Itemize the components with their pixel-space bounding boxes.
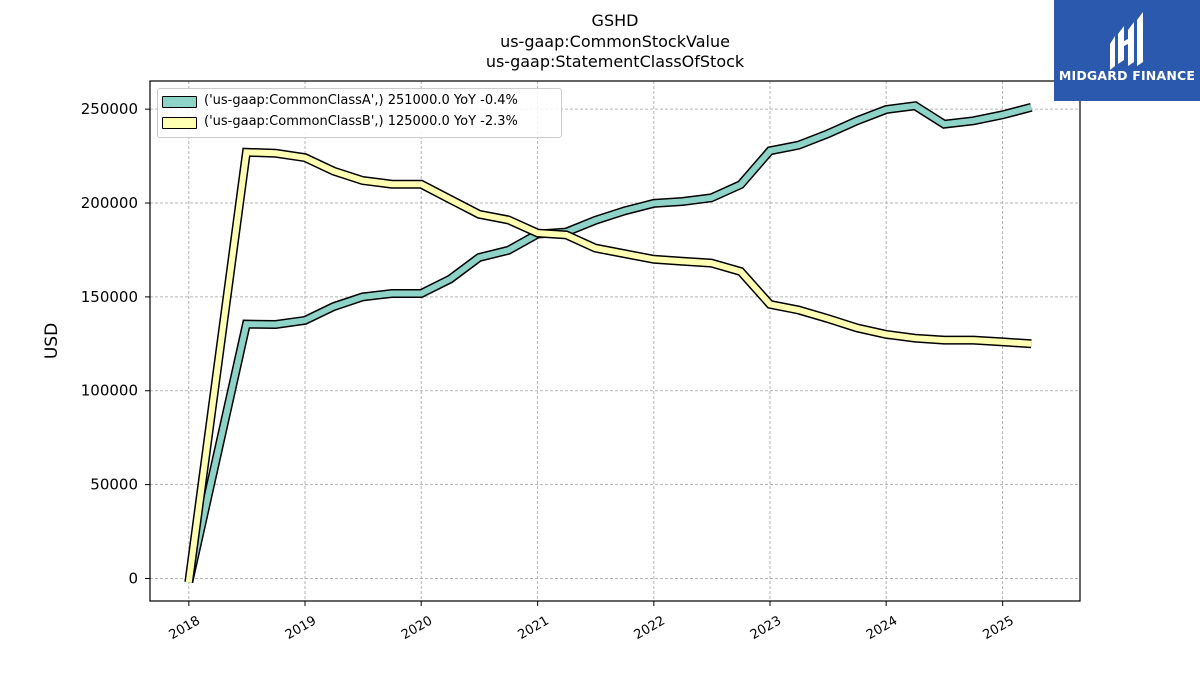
x-tick-label: 2021 — [515, 613, 551, 643]
series-layer — [184, 101, 1033, 584]
logo-mark-icon — [1110, 12, 1143, 70]
chart-title-line-2: us-gaap:CommonStockValue — [500, 32, 730, 51]
y-tick-label: 150000 — [81, 288, 138, 306]
chart-title-line-1: GSHD — [591, 11, 639, 30]
logo-text: MIDGARD FINANCE — [1058, 68, 1196, 83]
x-tick-label: 2023 — [748, 613, 784, 643]
x-tick-label: 2025 — [980, 613, 1016, 643]
y-tick-label: 100000 — [81, 382, 138, 400]
legend-item-class-a: ('us-gaap:CommonClassA',) 251000.0 YoY -… — [158, 92, 561, 112]
chart-legend: ('us-gaap:CommonClassA',) 251000.0 YoY -… — [157, 88, 562, 138]
legend-swatch-class-a — [162, 96, 197, 108]
x-tick-label: 2022 — [632, 613, 668, 643]
y-tick-label: 50000 — [90, 476, 138, 494]
series-line-0 — [185, 102, 1033, 583]
y-axis-ticks: 0 50000 100000 150000 200000 250000 — [81, 100, 150, 587]
series-outline-0 — [184, 101, 1033, 584]
x-tick-label: 2020 — [399, 613, 435, 643]
x-axis-ticks: 2018 2019 2020 2021 2022 2023 2024 2025 — [167, 601, 1017, 643]
y-tick-label: 0 — [128, 569, 138, 587]
y-tick-label: 200000 — [81, 194, 138, 212]
x-tick-label: 2019 — [283, 613, 319, 643]
plot-frame — [149, 80, 1081, 602]
midgard-finance-logo: MIDGARD FINANCE — [1054, 0, 1200, 101]
legend-label-class-a: ('us-gaap:CommonClassA',) 251000.0 YoY -… — [204, 93, 518, 108]
x-tick-label: 2018 — [167, 613, 203, 643]
legend-item-class-b: ('us-gaap:CommonClassB',) 125000.0 YoY -… — [158, 113, 561, 133]
legend-swatch-class-b — [162, 117, 197, 129]
y-tick-label: 250000 — [81, 100, 138, 118]
x-tick-label: 2024 — [864, 613, 900, 643]
chart-title-line-3: us-gaap:StatementClassOfStock — [485, 52, 745, 71]
legend-label-class-b: ('us-gaap:CommonClassB',) 125000.0 YoY -… — [204, 114, 518, 129]
series-line-1 — [185, 149, 1032, 583]
y-axis-label: USD — [42, 323, 62, 359]
